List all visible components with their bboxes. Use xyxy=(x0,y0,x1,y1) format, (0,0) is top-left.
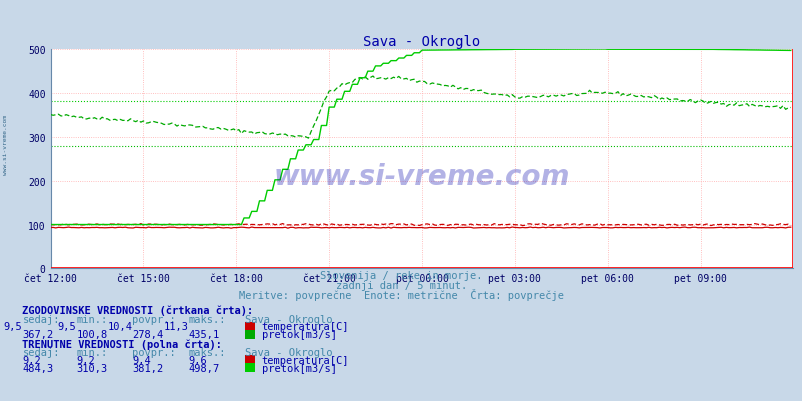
Text: www.si-vreme.com: www.si-vreme.com xyxy=(3,114,8,174)
Text: maks.:: maks.: xyxy=(188,347,226,357)
Text: 100,8: 100,8 xyxy=(76,330,107,340)
Text: Slovenija / reke in morje.: Slovenija / reke in morje. xyxy=(320,271,482,281)
Text: min.:: min.: xyxy=(76,347,107,357)
Title: Sava - Okroglo: Sava - Okroglo xyxy=(363,35,480,49)
Text: ZGODOVINSKE VREDNOSTI (črtkana črta):: ZGODOVINSKE VREDNOSTI (črtkana črta): xyxy=(22,305,253,316)
Text: pretok[m3/s]: pretok[m3/s] xyxy=(261,330,336,340)
Text: temperatura[C]: temperatura[C] xyxy=(261,322,349,332)
Text: pretok[m3/s]: pretok[m3/s] xyxy=(261,363,336,373)
Text: 9,2: 9,2 xyxy=(22,355,41,365)
Text: 381,2: 381,2 xyxy=(132,363,164,373)
Text: www.si-vreme.com: www.si-vreme.com xyxy=(273,163,569,191)
Text: 10,4: 10,4 xyxy=(107,322,132,332)
Text: min.:: min.: xyxy=(76,314,107,324)
Text: 9,6: 9,6 xyxy=(188,355,207,365)
Text: Meritve: povprečne  Enote: metrične  Črta: povprečje: Meritve: povprečne Enote: metrične Črta:… xyxy=(239,289,563,301)
Text: 9,2: 9,2 xyxy=(76,355,95,365)
Text: 310,3: 310,3 xyxy=(76,363,107,373)
Text: 9,5: 9,5 xyxy=(58,322,76,332)
Text: 278,4: 278,4 xyxy=(132,330,164,340)
Text: Sava - Okroglo: Sava - Okroglo xyxy=(245,314,332,324)
Text: povpr.:: povpr.: xyxy=(132,314,176,324)
Text: 484,3: 484,3 xyxy=(22,363,54,373)
Text: TRENUTNE VREDNOSTI (polna črta):: TRENUTNE VREDNOSTI (polna črta): xyxy=(22,338,222,349)
Text: povpr.:: povpr.: xyxy=(132,347,176,357)
Text: sedaj:: sedaj: xyxy=(22,347,60,357)
Text: zadnji dan / 5 minut.: zadnji dan / 5 minut. xyxy=(335,281,467,291)
Text: 435,1: 435,1 xyxy=(188,330,220,340)
Text: 11,3: 11,3 xyxy=(164,322,188,332)
Text: sedaj:: sedaj: xyxy=(22,314,60,324)
Text: maks.:: maks.: xyxy=(188,314,226,324)
Text: 367,2: 367,2 xyxy=(22,330,54,340)
Text: 9,4: 9,4 xyxy=(132,355,151,365)
Text: 498,7: 498,7 xyxy=(188,363,220,373)
Text: temperatura[C]: temperatura[C] xyxy=(261,355,349,365)
Text: 9,5: 9,5 xyxy=(4,322,22,332)
Text: Sava - Okroglo: Sava - Okroglo xyxy=(245,347,332,357)
